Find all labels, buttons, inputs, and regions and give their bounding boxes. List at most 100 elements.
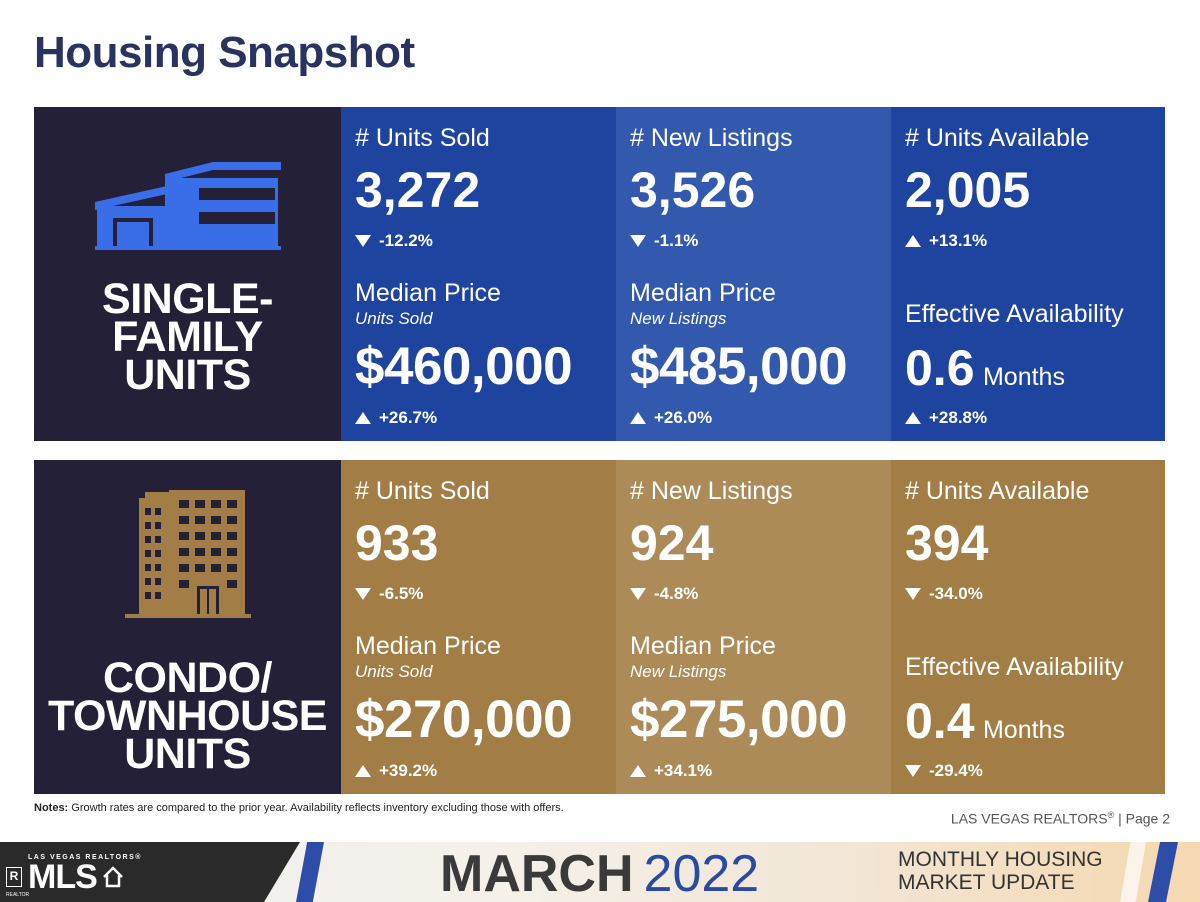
report-type-line: MONTHLY HOUSING xyxy=(898,848,1103,871)
change-indicator: -4.8% xyxy=(630,584,698,604)
change-indicator: -12.2% xyxy=(355,231,433,251)
metric-value: 924 xyxy=(630,515,714,571)
change-value: +28.8% xyxy=(929,408,988,427)
logo-realtor-text: REALTOR xyxy=(6,892,30,898)
change-value: +26.0% xyxy=(654,408,713,427)
change-indicator: +39.2% xyxy=(355,761,437,781)
down-arrow-icon xyxy=(355,235,371,247)
footer-stripe xyxy=(296,842,324,902)
median-price-sublabel: Units Sold xyxy=(355,309,433,328)
month-name: MARCH xyxy=(440,845,634,902)
median-price-value: $485,000 xyxy=(630,337,848,396)
change-indicator: -1.1% xyxy=(630,231,698,251)
single-family-section: SINGLE- FAMILY UNITS # Units Sold 3,272 … xyxy=(34,107,1165,441)
building-icon xyxy=(34,490,341,618)
effective-months-number: 0.6 xyxy=(905,340,975,396)
sf-units-available-cell: # Units Available 2,005 +13.1% Effective… xyxy=(891,107,1165,441)
notes: Notes: Growth rates are compared to the … xyxy=(34,802,564,814)
metric-value: 3,272 xyxy=(355,162,481,218)
down-arrow-icon xyxy=(630,588,646,600)
footer-dark-band xyxy=(0,842,300,902)
effective-availability-label: Effective Availability xyxy=(905,653,1124,681)
page-reference: LAS VEGAS REALTORS® | Page 2 xyxy=(951,810,1170,827)
median-price-label: Median Price xyxy=(355,632,501,660)
condo-type-label: CONDO/ TOWNHOUSE UNITS xyxy=(34,654,341,778)
condo-units-available-cell: # Units Available 394 -34.0% Effective A… xyxy=(891,460,1165,794)
page-number: | Page 2 xyxy=(1114,810,1170,827)
sf-units-sold-cell: # Units Sold 3,272 -12.2% Median Price U… xyxy=(341,107,616,441)
down-arrow-icon xyxy=(905,765,921,777)
median-price-value: $270,000 xyxy=(355,690,573,749)
type-label-line: UNITS xyxy=(124,730,251,778)
metric-label: # New Listings xyxy=(630,124,793,152)
change-indicator: -29.4% xyxy=(905,761,983,781)
metric-label: # Units Available xyxy=(905,477,1090,505)
effective-months-unit: Months xyxy=(982,716,1065,744)
mls-logo: LAS VEGAS REALTORS® R MLS REALTOR xyxy=(6,854,142,898)
median-price-value: $275,000 xyxy=(630,690,848,749)
registered-mark: ® xyxy=(1107,810,1115,820)
change-indicator: +26.7% xyxy=(355,408,437,428)
up-arrow-icon xyxy=(905,412,921,424)
change-value: -4.8% xyxy=(654,584,699,603)
notes-prefix: Notes: xyxy=(34,802,69,814)
metric-value: 2,005 xyxy=(905,162,1031,218)
change-indicator: +34.1% xyxy=(630,761,712,781)
change-value: +13.1% xyxy=(929,231,988,250)
down-arrow-icon xyxy=(905,588,921,600)
sf-new-listings-cell: # New Listings 3,526 -1.1% Median Price … xyxy=(616,107,891,441)
metric-label: # Units Available xyxy=(905,124,1090,152)
single-family-label-panel: SINGLE- FAMILY UNITS xyxy=(34,107,341,441)
type-label-line: FAMILY xyxy=(112,313,263,361)
condo-label-panel: CONDO/ TOWNHOUSE UNITS xyxy=(34,460,341,794)
house-outline-icon xyxy=(102,866,123,888)
single-family-type-label: SINGLE- FAMILY UNITS xyxy=(34,278,341,399)
notes-text: Growth rates are compared to the prior y… xyxy=(68,802,564,814)
metric-value: 933 xyxy=(355,515,439,571)
report-type: MONTHLY HOUSING MARKET UPDATE xyxy=(898,848,1103,894)
type-label-line: UNITS xyxy=(124,351,251,399)
median-price-sublabel: New Listings xyxy=(630,662,727,681)
change-value: -1.1% xyxy=(654,231,699,250)
metric-value: 3,526 xyxy=(630,162,756,218)
house-icon xyxy=(34,162,341,250)
logo-org-text: LAS VEGAS REALTORS® xyxy=(28,854,142,861)
realtor-r-icon: R xyxy=(6,867,22,887)
change-value: +39.2% xyxy=(379,761,438,780)
metric-label: # Units Sold xyxy=(355,124,490,152)
condo-new-listings-cell: # New Listings 924 -4.8% Median Price Ne… xyxy=(616,460,891,794)
change-value: -12.2% xyxy=(379,231,433,250)
down-arrow-icon xyxy=(630,235,646,247)
change-indicator: -6.5% xyxy=(355,584,423,604)
report-year: 2022 xyxy=(643,845,760,902)
median-price-label: Median Price xyxy=(355,279,501,307)
footer-stripe xyxy=(1120,842,1146,902)
type-label-line: TOWNHOUSE xyxy=(48,692,328,740)
change-indicator: -34.0% xyxy=(905,584,983,604)
median-price-value: $460,000 xyxy=(355,337,573,396)
effective-availability-label: Effective Availability xyxy=(905,300,1124,328)
change-value: +34.1% xyxy=(654,761,713,780)
effective-months-number: 0.4 xyxy=(905,693,975,749)
median-price-sublabel: New Listings xyxy=(630,309,727,328)
footer-stripe xyxy=(1148,842,1178,902)
metric-label: # Units Sold xyxy=(355,477,490,505)
type-label-line: CONDO/ xyxy=(103,654,273,702)
effective-availability-value: 0.6 Months xyxy=(905,339,1065,397)
report-type-line: MARKET UPDATE xyxy=(898,871,1075,894)
condo-section: CONDO/ TOWNHOUSE UNITS # Units Sold 933 … xyxy=(34,460,1165,794)
report-month: MARCH 2022 xyxy=(440,844,759,902)
page-title: Housing Snapshot xyxy=(34,28,415,77)
up-arrow-icon xyxy=(355,412,371,424)
down-arrow-icon xyxy=(355,588,371,600)
logo-mls-text: MLS xyxy=(28,858,98,896)
metric-value: 394 xyxy=(905,515,989,571)
change-indicator: +28.8% xyxy=(905,408,987,428)
change-value: -34.0% xyxy=(929,584,983,603)
up-arrow-icon xyxy=(355,765,371,777)
footer-banner: LAS VEGAS REALTORS® R MLS REALTOR MARCH 2… xyxy=(0,842,1200,902)
up-arrow-icon xyxy=(630,765,646,777)
metric-label: # New Listings xyxy=(630,477,793,505)
change-value: -29.4% xyxy=(929,761,983,780)
effective-availability-value: 0.4 Months xyxy=(905,692,1065,750)
